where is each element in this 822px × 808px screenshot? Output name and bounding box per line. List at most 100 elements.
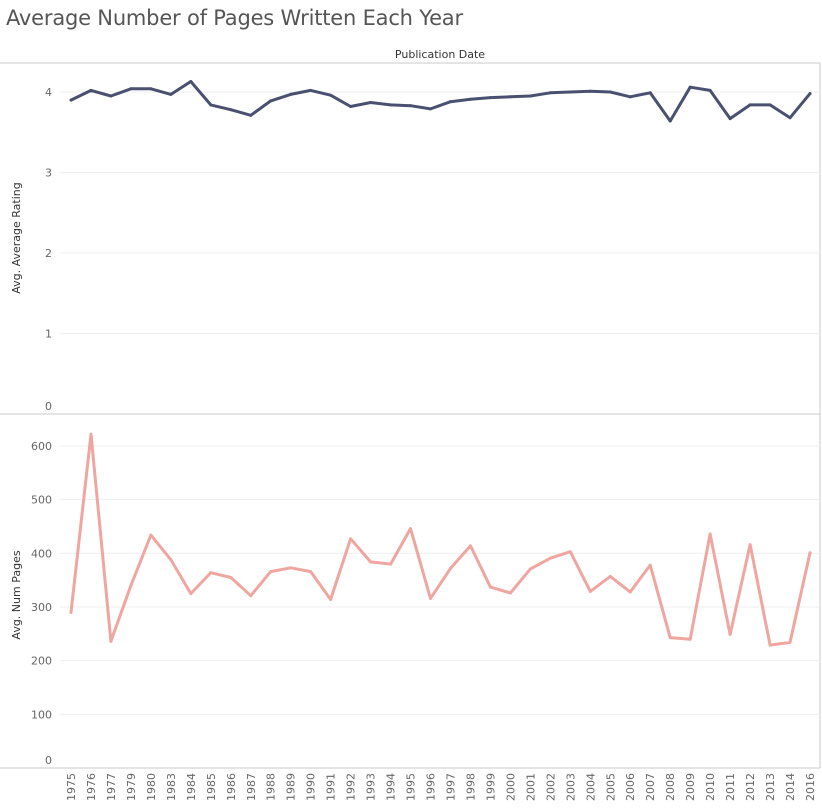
data-point xyxy=(648,563,652,567)
x-tick-label: 2005 xyxy=(604,773,617,801)
x-tick-labels: 1975 1976 1977 1979 1980 1983 1984 1985 1986 1987… xyxy=(65,773,817,801)
x-tick-label: 2014 xyxy=(784,773,797,801)
x-tick-label: 2001 xyxy=(524,773,537,801)
x-tick-label: 2004 xyxy=(584,773,597,801)
x-tick-label: 1990 xyxy=(305,773,318,801)
x-tick-label: 2011 xyxy=(724,773,737,801)
data-point xyxy=(429,107,433,111)
data-point xyxy=(468,544,472,548)
data-point xyxy=(269,570,273,574)
x-tick-label: 1996 xyxy=(425,773,438,801)
data-point xyxy=(109,94,113,98)
y-tick-label: 500 xyxy=(31,494,52,507)
data-point xyxy=(249,113,253,117)
data-point xyxy=(209,571,213,575)
data-point xyxy=(409,104,413,108)
data-point xyxy=(488,96,492,100)
gridlines xyxy=(60,91,820,715)
data-point xyxy=(808,551,812,555)
x-tick-label: 1983 xyxy=(165,773,178,801)
data-point xyxy=(289,566,293,570)
x-tick-label: 2008 xyxy=(664,773,677,801)
y-tick-label: 600 xyxy=(31,440,52,453)
data-point xyxy=(209,103,213,107)
x-tick-label: 1989 xyxy=(285,773,298,801)
y-tick-label: 200 xyxy=(31,655,52,668)
x-tick-label: 1977 xyxy=(105,773,118,801)
x-tick-label: 1994 xyxy=(385,773,398,801)
data-point xyxy=(409,527,413,531)
data-point xyxy=(508,95,512,99)
y-tick-label: 300 xyxy=(31,601,52,614)
series-lines xyxy=(69,80,812,647)
data-point xyxy=(189,592,193,596)
data-point xyxy=(568,550,572,554)
y-tick-label: 2 xyxy=(45,247,52,260)
data-point xyxy=(448,100,452,104)
data-point xyxy=(568,90,572,94)
data-point xyxy=(668,119,672,123)
data-point xyxy=(788,640,792,644)
x-tick-label: 1987 xyxy=(245,773,258,801)
y-tick-label: 0 xyxy=(45,754,52,767)
x-tick-label: 2016 xyxy=(804,773,817,801)
data-point xyxy=(448,566,452,570)
y-tick-label: 0 xyxy=(45,400,52,413)
x-tick-label: 1975 xyxy=(65,773,78,801)
x-tick-label: 2013 xyxy=(764,773,777,801)
x-tick-label: 1995 xyxy=(405,773,418,801)
x-tick-label: 1998 xyxy=(465,773,478,801)
data-point xyxy=(149,533,153,537)
data-point xyxy=(648,91,652,95)
data-point xyxy=(329,597,333,601)
data-point xyxy=(708,532,712,536)
data-point xyxy=(369,560,373,564)
data-point xyxy=(548,91,552,95)
data-point xyxy=(269,99,273,103)
x-tick-label: 1980 xyxy=(145,773,158,801)
data-point xyxy=(389,562,393,566)
data-point xyxy=(249,594,253,598)
x-tick-label: 1991 xyxy=(325,773,338,801)
x-tick-label: 2007 xyxy=(644,773,657,801)
series-line-num-pages xyxy=(69,432,812,647)
data-point xyxy=(688,637,692,641)
y-tick-label: 4 xyxy=(45,86,52,99)
y-tick-label: 400 xyxy=(31,547,52,560)
x-tick-label: 1984 xyxy=(185,773,198,801)
x-tick-label: 2002 xyxy=(544,773,557,801)
chart-title: Average Number of Pages Written Each Yea… xyxy=(6,6,463,30)
data-point xyxy=(588,89,592,93)
data-point xyxy=(748,103,752,107)
x-tick-label: 1992 xyxy=(345,773,358,801)
x-tick-label: 1999 xyxy=(484,773,497,801)
y-tick-label: 100 xyxy=(31,708,52,721)
data-point xyxy=(89,88,93,92)
data-point xyxy=(768,643,772,647)
x-tick-label: 1986 xyxy=(225,773,238,801)
x-tick-label: 2003 xyxy=(564,773,577,801)
y-tick-label: 3 xyxy=(45,167,52,180)
y-tick-label: 1 xyxy=(45,328,52,341)
data-point xyxy=(608,90,612,94)
data-point xyxy=(608,574,612,578)
data-point xyxy=(528,94,532,98)
data-point xyxy=(109,639,113,643)
data-point xyxy=(528,567,532,571)
data-point xyxy=(808,92,812,96)
data-point xyxy=(728,117,732,121)
data-point xyxy=(309,88,313,92)
data-point xyxy=(508,591,512,595)
data-point xyxy=(788,116,792,120)
data-point xyxy=(708,88,712,92)
data-point xyxy=(229,575,233,579)
data-point xyxy=(488,585,492,589)
data-point xyxy=(628,95,632,99)
x-tick-label: 2009 xyxy=(684,773,697,801)
y-axis-label-rating: Avg. Average Rating xyxy=(10,182,23,294)
data-point xyxy=(89,432,93,436)
data-point xyxy=(688,85,692,89)
x-tick-label: 1976 xyxy=(85,773,98,801)
x-tick-label: 2012 xyxy=(744,773,757,801)
data-point xyxy=(389,103,393,107)
